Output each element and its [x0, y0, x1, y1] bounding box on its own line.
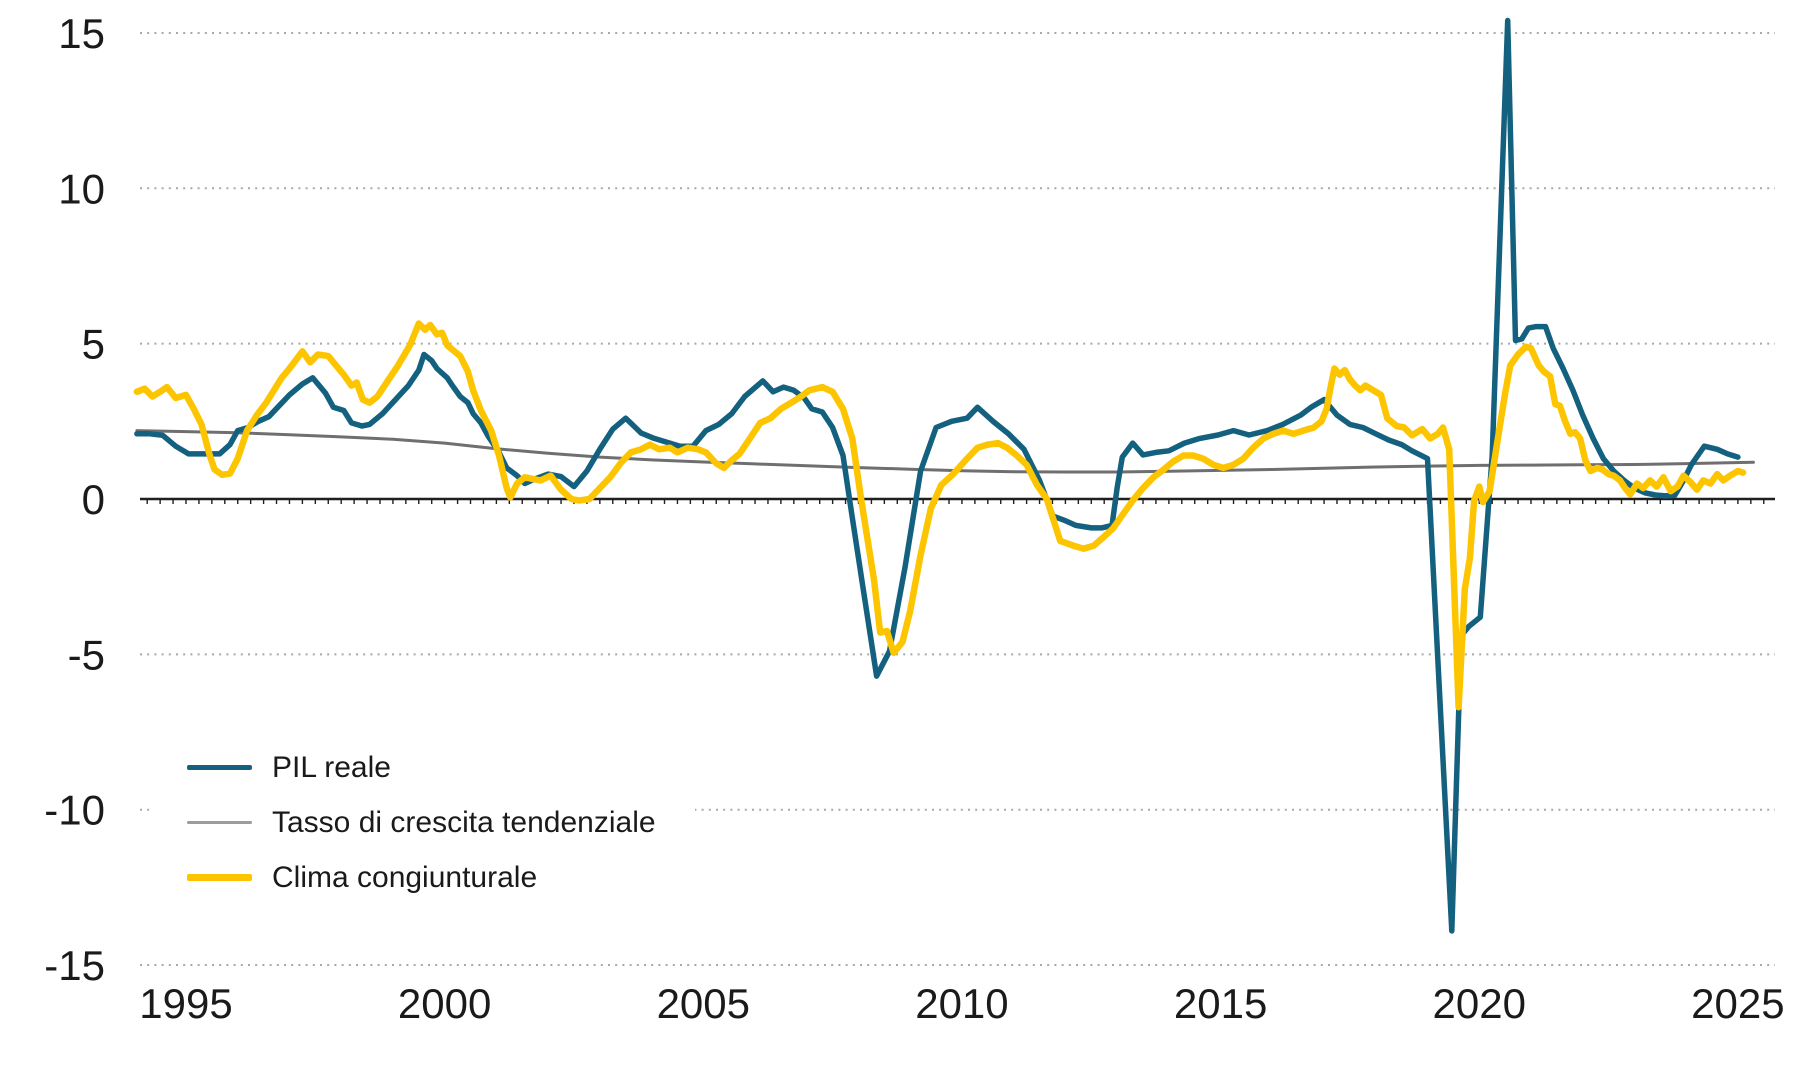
y-axis-label: 0: [82, 476, 105, 523]
series-line-tasso-di-crescita-tendenziale: [135, 429, 1755, 474]
legend-label-pil-reale: PIL reale: [272, 750, 391, 784]
y-axis-label: 10: [58, 165, 105, 212]
legend-label-clima-congiunturale: Clima congiunturale: [272, 860, 538, 894]
legend-swatch-tasso-tendenziale: [187, 821, 252, 824]
legend-label-tasso-tendenziale: Tasso di crescita tendenziale: [272, 805, 656, 839]
x-axis-label: 2005: [657, 980, 750, 1027]
x-axis-label: 2000: [398, 980, 491, 1027]
chart-legend: PIL reale Tasso di crescita tendenziale …: [150, 738, 695, 915]
series-line-pil-reale: [134, 17, 1741, 934]
legend-item-pil-reale: PIL reale: [187, 740, 695, 795]
x-axis-label: 2020: [1433, 980, 1526, 1027]
legend-item-clima-congiunturale: Clima congiunturale: [187, 850, 695, 905]
y-axis-label: -15: [44, 942, 105, 989]
x-axis-label: 1995: [139, 980, 232, 1027]
series-line-clima-congiunturale: [133, 320, 1747, 711]
y-axis-label: -10: [44, 787, 105, 834]
x-axis-label: 2015: [1174, 980, 1267, 1027]
y-axis-label: -5: [68, 631, 105, 678]
legend-swatch-pil-reale: [187, 764, 252, 771]
legend-swatch-clima-congiunturale: [187, 874, 252, 881]
y-axis-label: 15: [58, 10, 105, 57]
y-axis-label: 5: [82, 321, 105, 368]
x-axis-label: 2010: [915, 980, 1008, 1027]
legend-item-tasso-tendenziale: Tasso di crescita tendenziale: [187, 795, 695, 850]
x-axis-label: 2025: [1691, 980, 1784, 1027]
